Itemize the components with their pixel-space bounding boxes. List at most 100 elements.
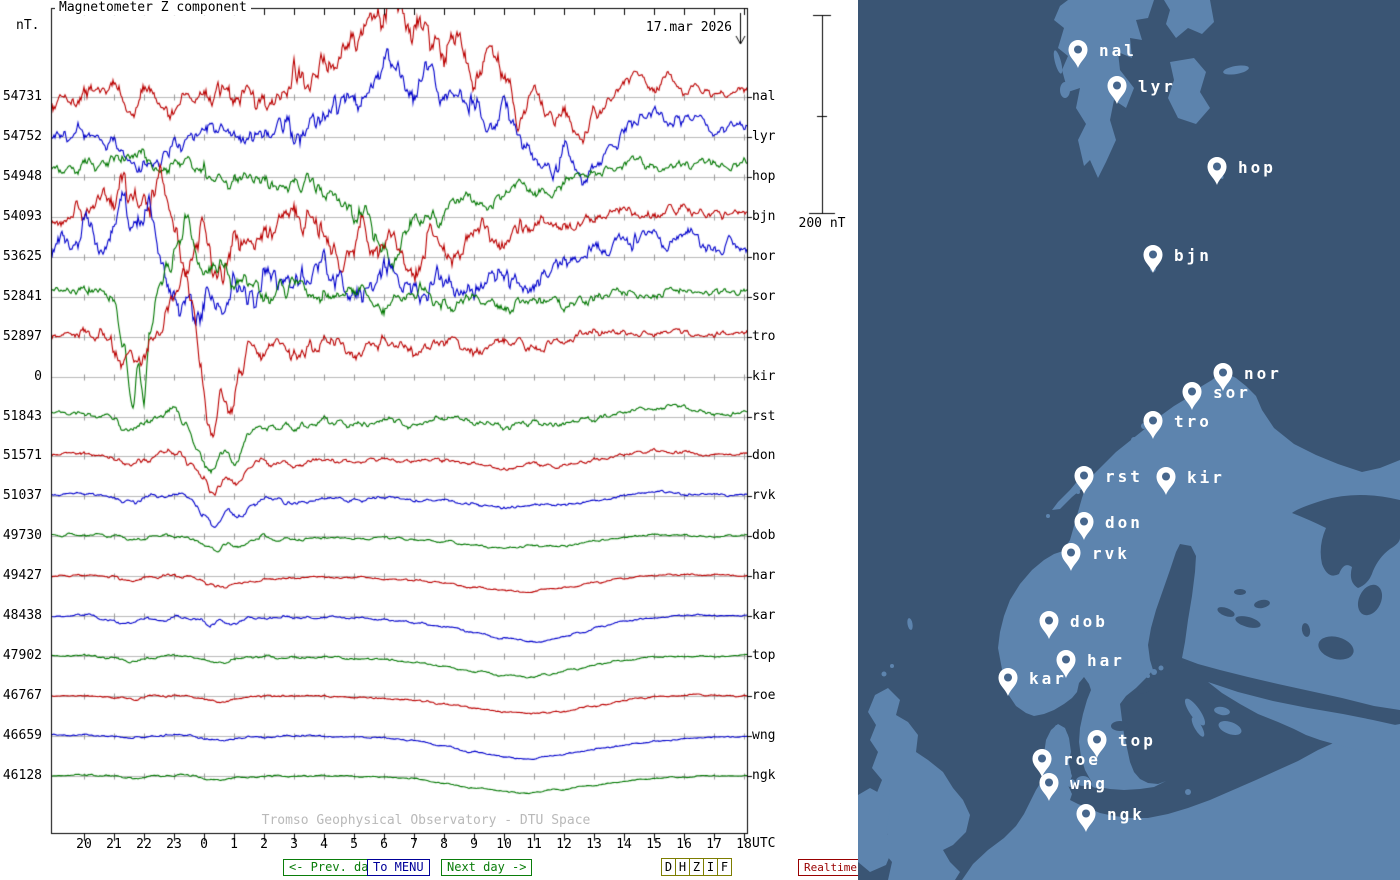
map-pin-label-kar: kar	[1029, 669, 1067, 688]
island-orkney-2	[890, 664, 894, 668]
map-pin-label-rvk: rvk	[1092, 544, 1130, 563]
island-prins-karls	[1053, 50, 1063, 74]
y-axis-unit-label: nT.	[16, 18, 40, 33]
x-tick-label-4: 4	[320, 837, 328, 852]
x-tick-label-5: 5	[350, 837, 358, 852]
baseline-value-sor: 52841	[2, 289, 42, 304]
baseline-value-ngk: 46128	[2, 768, 42, 783]
station-label-lyr: lyr	[752, 129, 776, 144]
watermark-text: Tromso Geophysical Observatory - DTU Spa…	[261, 813, 591, 828]
baseline-value-rvk: 51037	[2, 488, 42, 503]
lake-inari	[1254, 599, 1270, 609]
map-pin-icon-nal	[1067, 39, 1089, 69]
map-pin-icon-hop	[1206, 156, 1228, 186]
to-menu-button[interactable]: To MENU	[367, 859, 430, 876]
map-pin-label-hop: hop	[1238, 158, 1276, 177]
station-label-dob: dob	[752, 528, 776, 543]
x-tick-label-16: 16	[676, 837, 692, 852]
next-day-button[interactable]: Next day ->	[441, 859, 533, 876]
map-pin-icon-tro	[1142, 410, 1164, 440]
lake-vattern	[1129, 734, 1137, 750]
map-pin-icon-lyr	[1106, 75, 1128, 105]
map-pin-icon-wng	[1038, 772, 1060, 802]
station-label-nal: nal	[752, 89, 776, 104]
island-hiiumaa	[1214, 706, 1230, 716]
baseline-value-top: 47902	[2, 648, 42, 663]
station-label-rvk: rvk	[752, 488, 776, 503]
island-saaremaa	[1218, 721, 1242, 735]
component-button-I[interactable]: I	[703, 858, 718, 876]
land-continent	[962, 724, 1400, 880]
realtime-button[interactable]: Realtime	[798, 859, 863, 876]
lake-peipus	[1301, 623, 1311, 637]
x-tick-label-10: 10	[496, 837, 512, 852]
x-tick-label-18: 18	[736, 837, 752, 852]
x-tick-label-12: 12	[556, 837, 572, 852]
station-label-sor: sor	[752, 289, 776, 304]
map-pin-label-tro: tro	[1174, 412, 1212, 431]
x-tick-label-9: 9	[470, 837, 478, 852]
land-lofoten	[1052, 478, 1084, 510]
scale-bar-label: 200 nT	[798, 216, 846, 231]
x-tick-label-21: 21	[106, 837, 122, 852]
land-fennoscandia	[998, 372, 1400, 790]
component-button-F[interactable]: F	[717, 858, 732, 876]
island-bornholm	[1185, 789, 1191, 795]
x-tick-label-2: 2	[260, 837, 268, 852]
map-pin-label-bjn: bjn	[1174, 246, 1212, 265]
x-tick-label-8: 8	[440, 837, 448, 852]
component-button-D[interactable]: D	[661, 858, 676, 876]
land-great-britain	[868, 688, 970, 880]
island-zealand	[1076, 776, 1090, 786]
baseline-value-kar: 48438	[2, 608, 42, 623]
map-pin-icon-ngk	[1075, 803, 1097, 833]
station-label-top: top	[752, 648, 776, 663]
island-oland	[1191, 717, 1205, 737]
islet-svalbard-west	[1060, 82, 1070, 98]
station-label-har: har	[752, 568, 776, 583]
map-pin-label-roe: roe	[1063, 750, 1101, 769]
map-pin-label-lyr: lyr	[1138, 77, 1176, 96]
baseline-value-wng: 46659	[2, 728, 42, 743]
utc-label: UTC	[752, 836, 776, 851]
islet-norway-3	[1046, 514, 1050, 518]
map-pin-icon-rst	[1073, 465, 1095, 495]
station-label-ngk: ngk	[752, 768, 776, 783]
map-pin-label-wng: wng	[1070, 774, 1108, 793]
component-button-H[interactable]: H	[675, 858, 690, 876]
magnetogram-plot-canvas	[0, 0, 858, 880]
islet-norway-2	[1076, 490, 1080, 494]
station-label-wng: wng	[752, 728, 776, 743]
component-button-Z[interactable]: Z	[689, 858, 704, 876]
island-orkney-1	[881, 671, 887, 677]
x-tick-label-15: 15	[646, 837, 662, 852]
map-pin-icon-don	[1073, 511, 1095, 541]
station-label-hop: hop	[752, 169, 776, 184]
white-sea	[1292, 495, 1400, 588]
lake-vanern	[1111, 721, 1129, 731]
station-label-nor: nor	[752, 249, 776, 264]
land-ireland	[858, 788, 893, 872]
map-pin-icon-kar	[997, 667, 1019, 697]
station-label-roe: roe	[752, 688, 776, 703]
land-edgeoya	[1168, 58, 1210, 124]
map-pin-label-sor: sor	[1213, 383, 1251, 402]
x-tick-label-17: 17	[706, 837, 722, 852]
map-pin-label-nor: nor	[1244, 364, 1282, 383]
island-senja	[1131, 437, 1137, 443]
map-pin-icon-sor	[1181, 381, 1203, 411]
station-label-kir: kir	[752, 369, 776, 384]
map-pin-icon-nor	[1212, 362, 1234, 392]
x-tick-label-13: 13	[586, 837, 602, 852]
lake-paijanne	[1217, 607, 1235, 617]
baseline-value-hop: 54948	[2, 169, 42, 184]
x-tick-label-3: 3	[290, 837, 298, 852]
map-pin-label-top: top	[1118, 731, 1156, 750]
map-pin-label-har: har	[1087, 651, 1125, 670]
island-funen	[1066, 779, 1076, 787]
x-tick-label-14: 14	[616, 837, 632, 852]
map-pin-icon-roe	[1031, 748, 1053, 778]
map-pin-label-don: don	[1105, 513, 1143, 532]
